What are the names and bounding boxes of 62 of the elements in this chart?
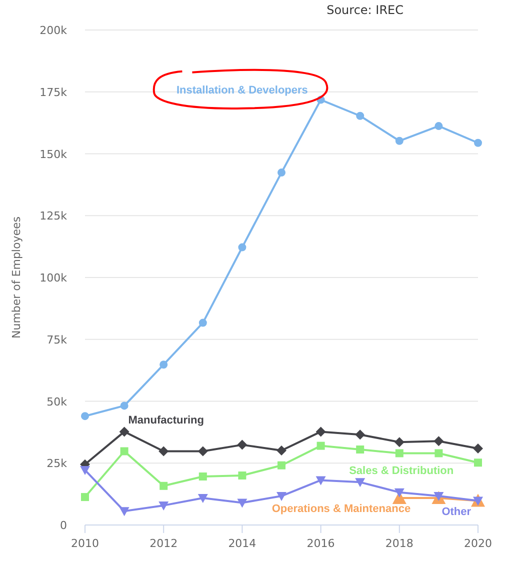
point (473, 444, 483, 454)
point (276, 492, 286, 502)
point (158, 446, 169, 456)
x-tick-label: 2014 (228, 537, 256, 550)
point (160, 482, 168, 490)
series-label: Operations & Maintenance (272, 503, 411, 516)
source-note: Source: IREC (326, 3, 404, 17)
point (395, 136, 404, 145)
y-tick-label: 0 (60, 519, 67, 532)
y-tick-label: 125k (40, 210, 68, 223)
y-axis-title: Number of Employees (10, 216, 23, 338)
x-tick-label: 2018 (385, 537, 414, 550)
y-tick-label: 200k (40, 24, 68, 37)
point (237, 440, 248, 450)
point (278, 461, 286, 470)
point (356, 112, 364, 120)
point (394, 488, 404, 498)
point (474, 458, 482, 467)
point (278, 168, 286, 177)
series-label: Other (442, 506, 472, 518)
point (120, 402, 128, 410)
point (316, 426, 326, 437)
point (276, 446, 286, 456)
x-tick-label: 2012 (150, 537, 178, 550)
y-tick-label: 50k (46, 395, 68, 408)
series-label: Sales & Distribution (349, 465, 454, 478)
point (434, 122, 443, 130)
x-tick-label: 2010 (71, 537, 99, 550)
point (119, 426, 130, 437)
point (158, 501, 169, 510)
point (356, 446, 364, 454)
point (198, 446, 208, 456)
point (198, 472, 207, 480)
y-tick-label: 75k (46, 333, 68, 346)
point (474, 138, 482, 147)
point (198, 494, 208, 504)
y-tick-label: 25k (46, 457, 68, 470)
point (238, 472, 246, 480)
point (80, 466, 90, 476)
point (238, 243, 246, 252)
point (316, 442, 325, 450)
point (237, 498, 248, 508)
point (160, 360, 168, 369)
point (355, 478, 366, 488)
point (434, 449, 443, 458)
point (198, 318, 207, 327)
series-label: Manufacturing (128, 414, 204, 427)
y-tick-label: 100k (40, 272, 68, 284)
point (395, 449, 404, 458)
point (434, 436, 444, 446)
point (394, 437, 404, 448)
point (81, 412, 89, 420)
series-label: Installation & Developers (176, 84, 308, 96)
x-tick-label: 2016 (306, 537, 335, 550)
point (120, 447, 128, 456)
point (355, 430, 366, 440)
point (316, 476, 326, 486)
y-tick-label: 175k (40, 86, 68, 99)
y-tick-label: 150k (40, 148, 68, 161)
point (81, 493, 89, 502)
x-tick-label: 2020 (464, 537, 492, 550)
point (119, 507, 130, 516)
